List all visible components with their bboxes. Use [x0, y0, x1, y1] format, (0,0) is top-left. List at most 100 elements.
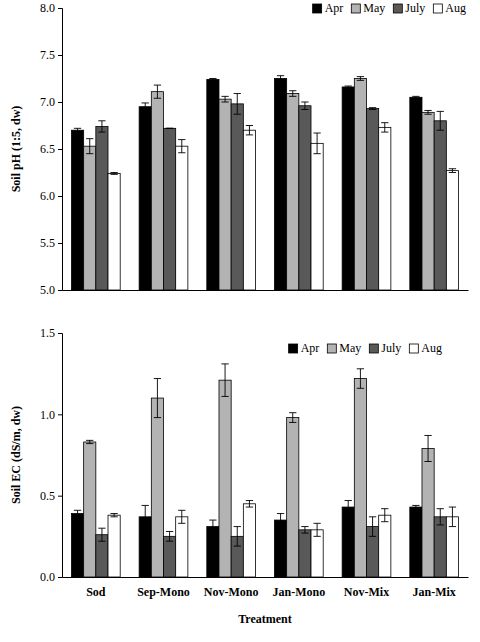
series: [71, 79, 422, 291]
error-bar: [166, 531, 173, 541]
bar: [287, 418, 299, 577]
error-bar: [424, 435, 431, 461]
tick-label: 8.0: [40, 1, 55, 15]
tick-label: Nov-Mix: [344, 585, 389, 599]
bar: [342, 87, 354, 290]
tick-label: Jan-Mix: [412, 585, 455, 599]
tick-mark: [58, 55, 62, 56]
error-bar: [110, 173, 117, 175]
bar: [84, 146, 96, 290]
error-bar: [154, 85, 161, 98]
tick-label: 5.0: [40, 283, 55, 297]
tick-label: 7.5: [40, 48, 55, 62]
error-bar: [345, 501, 352, 514]
bar: [311, 530, 323, 577]
tick-label: 1.5: [40, 326, 55, 340]
tick: Nov-Mix: [344, 585, 389, 599]
tick-label: Sep-Mono: [137, 585, 190, 599]
legend-swatch: [327, 344, 336, 353]
y-axis-title: Soil pH (1:5, dw): [9, 106, 23, 193]
tick-mark: [58, 102, 62, 103]
error-bars: [74, 501, 420, 534]
bar: [164, 128, 176, 290]
tick: 7.5: [40, 48, 62, 62]
legend: AprMayJulyAug: [289, 341, 442, 355]
bar: [139, 107, 151, 290]
error-bar: [74, 128, 81, 132]
error-bar: [86, 440, 93, 443]
tick-label: 1.0: [40, 408, 55, 422]
axis-line: [58, 334, 63, 578]
error-bar: [154, 379, 161, 418]
error-bar: [357, 77, 364, 81]
error-bars: [98, 94, 444, 133]
bar: [422, 112, 434, 290]
chart: 0.00.51.01.5SodSep-MonoNov-MonoJan-MonoN…: [9, 326, 469, 626]
tick-label: Nov-Mono: [204, 585, 259, 599]
bar: [379, 127, 391, 290]
error-bar: [345, 86, 352, 88]
x-axis: SodSep-MonoNov-MonoJan-MonoNov-MixJan-Mi…: [63, 578, 469, 599]
legend-label: Apr: [301, 341, 320, 355]
legend-label: July: [381, 341, 401, 355]
error-bar: [381, 123, 388, 132]
tick-label: Jan-Mono: [272, 585, 325, 599]
error-bar: [110, 514, 117, 517]
x-axis-title: Treatment: [238, 612, 292, 626]
error-bar: [289, 413, 296, 423]
tick: 5.5: [40, 236, 62, 250]
tick-mark: [58, 196, 62, 197]
series: [96, 104, 447, 290]
error-bar: [381, 509, 388, 522]
legend-label: Aug: [445, 1, 466, 15]
error-bar: [313, 523, 320, 536]
bar: [446, 171, 458, 290]
error-bars: [86, 364, 432, 462]
legend-item: July: [393, 1, 425, 15]
bar: [176, 146, 188, 290]
legend-label: May: [339, 341, 361, 355]
bar: [207, 79, 219, 290]
error-bar: [301, 527, 308, 534]
bar: [274, 520, 286, 577]
axis-line: [58, 9, 63, 291]
series: [96, 517, 447, 577]
axis-line: [63, 577, 469, 578]
tick-mark: [58, 290, 62, 291]
bar: [410, 97, 422, 290]
legend-label: May: [363, 1, 385, 15]
bar: [151, 92, 163, 290]
bar: [274, 79, 286, 291]
error-bar: [221, 364, 228, 397]
tick: 0.0: [40, 570, 62, 584]
legend-item: Aug: [433, 1, 466, 15]
legend-label: Apr: [325, 1, 344, 15]
bar: [207, 527, 219, 577]
error-bar: [178, 140, 185, 153]
bar: [219, 380, 231, 577]
error-bar: [424, 110, 431, 114]
bar: [151, 398, 163, 577]
legend-swatch: [351, 4, 360, 13]
error-bar: [412, 505, 419, 508]
bar: [299, 530, 311, 577]
legend-label: July: [405, 1, 425, 15]
tick: 1.5: [40, 326, 62, 340]
error-bar: [289, 91, 296, 97]
legend-item: Apr: [313, 1, 344, 15]
legend-item: July: [369, 341, 401, 355]
error-bars: [86, 77, 432, 154]
legend-item: Apr: [289, 341, 320, 355]
error-bar: [246, 126, 253, 135]
error-bar: [98, 528, 105, 541]
error-bar: [449, 169, 456, 173]
tick: 0.5: [40, 489, 62, 503]
bar: [231, 104, 243, 290]
error-bar: [301, 102, 308, 110]
y-axis-title: Soil EC (dS/m, dw): [9, 406, 23, 504]
chart: 5.05.56.06.57.07.58.0Soil pH (1:5, dw)Ap…: [9, 1, 469, 297]
tick-mark: [58, 243, 62, 244]
tick: Nov-Mono: [204, 585, 259, 599]
bar: [164, 536, 176, 577]
error-bars: [110, 501, 456, 537]
